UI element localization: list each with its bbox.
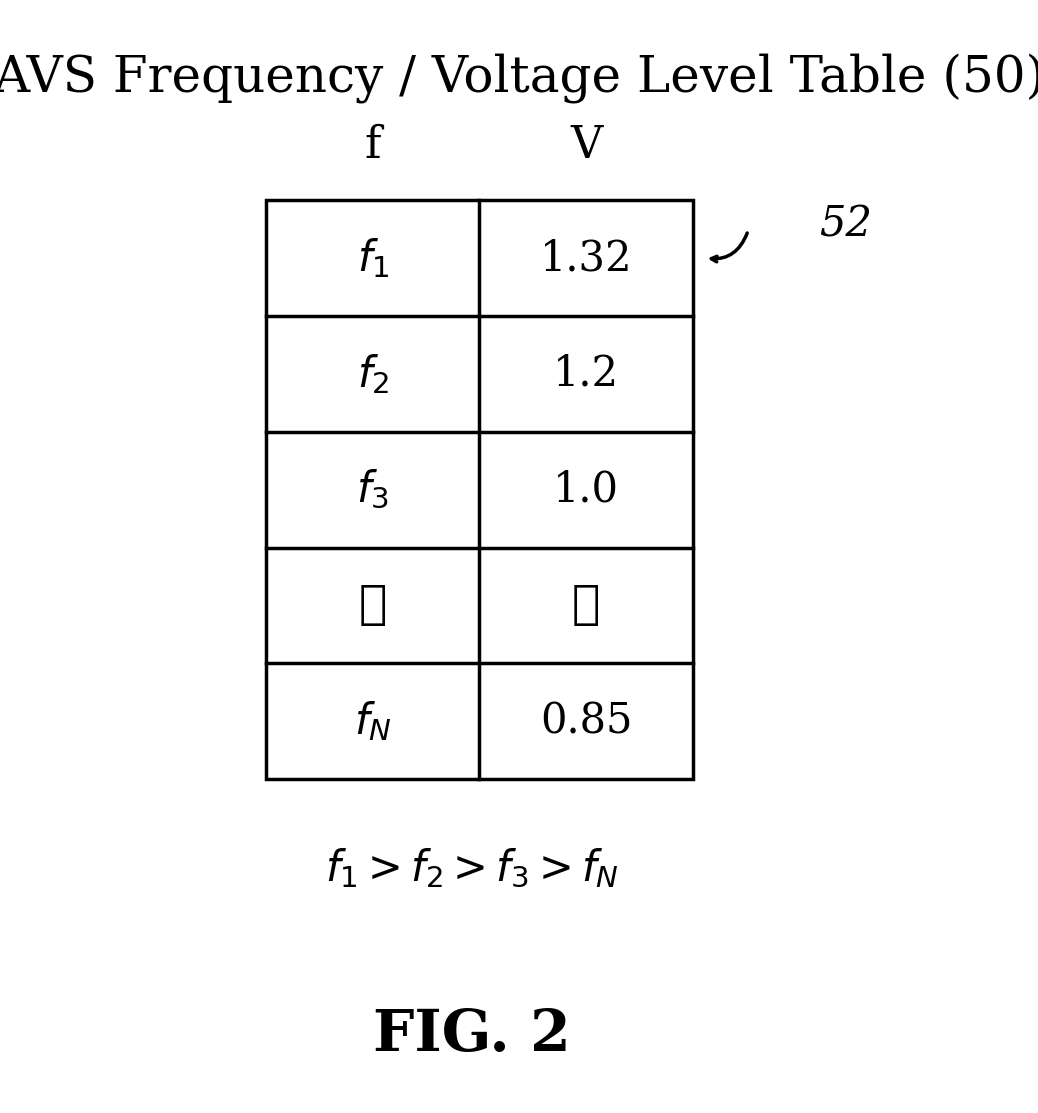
Text: $f_1 > f_2 > f_3 > f_N$: $f_1 > f_2 > f_3 > f_N$: [325, 847, 619, 889]
Text: $f_1$: $f_1$: [356, 236, 389, 280]
Text: $f_N$: $f_N$: [354, 699, 391, 743]
Text: 1.32: 1.32: [540, 237, 632, 279]
Text: FIG. 2: FIG. 2: [373, 1007, 571, 1063]
Text: AVS Frequency / Voltage Level Table (50): AVS Frequency / Voltage Level Table (50): [0, 53, 1038, 102]
Text: 1.2: 1.2: [553, 353, 620, 395]
Text: 1.0: 1.0: [553, 469, 619, 511]
Text: V: V: [570, 124, 602, 167]
Text: $f_2$: $f_2$: [357, 352, 389, 396]
Text: 52: 52: [819, 204, 872, 246]
Text: ⋮: ⋮: [572, 583, 600, 628]
Text: ⋮: ⋮: [358, 583, 387, 628]
Text: 0.85: 0.85: [540, 700, 632, 742]
Text: $f_3$: $f_3$: [356, 469, 389, 511]
Text: f: f: [364, 124, 381, 167]
Bar: [266, 200, 692, 779]
